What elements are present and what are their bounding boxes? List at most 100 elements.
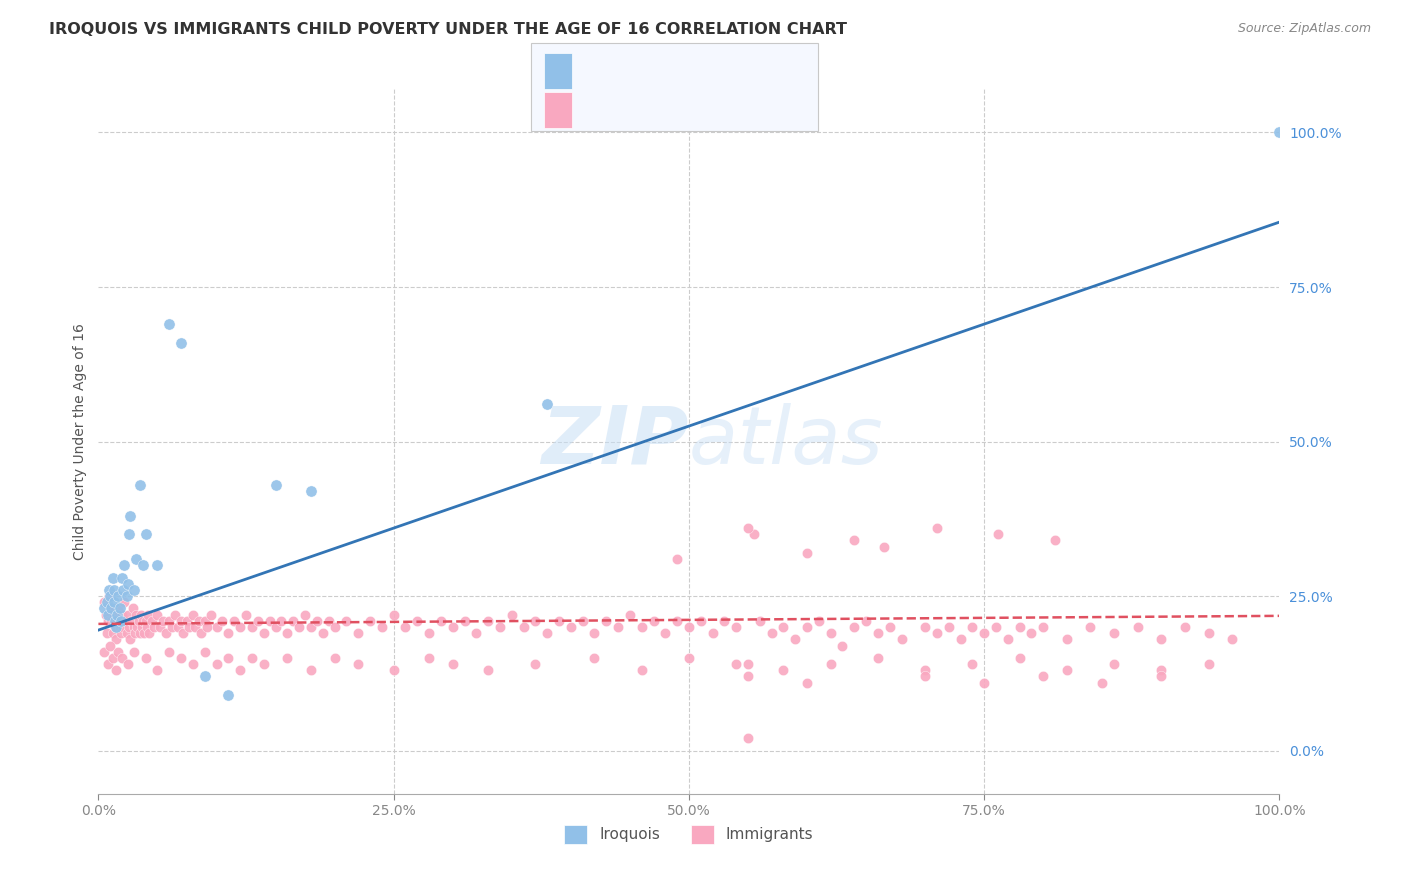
- Point: [112, 558, 135, 573]
- Text: ZIP: ZIP: [541, 402, 689, 481]
- Point: [157, 645, 180, 659]
- Point: [170, 651, 193, 665]
- Point: [288, 620, 311, 634]
- Point: [820, 626, 842, 640]
- Text: atlas: atlas: [689, 402, 884, 481]
- Point: [925, 626, 948, 640]
- Point: [97, 607, 120, 622]
- Point: [115, 626, 138, 640]
- Point: [962, 620, 984, 634]
- Point: [984, 620, 1007, 634]
- Point: [1008, 620, 1031, 634]
- Point: [299, 620, 322, 634]
- Point: [831, 639, 853, 653]
- Point: [973, 675, 995, 690]
- Point: [179, 620, 201, 634]
- Point: [524, 614, 547, 628]
- Point: [134, 626, 156, 640]
- Point: [132, 614, 155, 628]
- Point: [820, 657, 842, 671]
- Point: [737, 657, 759, 671]
- Point: [194, 669, 217, 683]
- Point: [785, 632, 807, 647]
- Point: [844, 620, 866, 634]
- Point: [536, 397, 558, 411]
- Point: [318, 614, 340, 628]
- Legend: Iroquois, Immigrants: Iroquois, Immigrants: [558, 819, 820, 850]
- Point: [607, 620, 630, 634]
- Point: [548, 614, 571, 628]
- Point: [170, 614, 193, 628]
- Point: [235, 607, 257, 622]
- Point: [108, 601, 131, 615]
- Point: [264, 478, 287, 492]
- Point: [131, 620, 153, 634]
- Point: [359, 614, 381, 628]
- Point: [737, 731, 759, 746]
- Point: [155, 626, 177, 640]
- Point: [406, 614, 429, 628]
- Point: [418, 626, 440, 640]
- Point: [1198, 626, 1220, 640]
- Point: [371, 620, 394, 634]
- Point: [96, 595, 118, 609]
- Point: [477, 663, 499, 677]
- Point: [1102, 657, 1125, 671]
- Point: [240, 620, 263, 634]
- Point: [938, 620, 960, 634]
- Point: [879, 620, 901, 634]
- Point: [796, 675, 818, 690]
- Point: [772, 663, 794, 677]
- Point: [107, 589, 129, 603]
- Point: [489, 620, 512, 634]
- Point: [441, 620, 464, 634]
- Point: [866, 626, 889, 640]
- Point: [761, 626, 783, 640]
- Point: [122, 645, 145, 659]
- Point: [93, 601, 115, 615]
- Point: [181, 657, 204, 671]
- Point: [108, 620, 131, 634]
- Point: [299, 483, 322, 498]
- Text: 0.678: 0.678: [624, 65, 668, 78]
- Point: [111, 570, 134, 584]
- Point: [103, 595, 125, 609]
- Point: [465, 626, 488, 640]
- Point: [105, 614, 128, 628]
- Point: [217, 651, 239, 665]
- Point: [925, 521, 948, 535]
- Point: [110, 614, 132, 628]
- Point: [120, 508, 142, 523]
- Point: [453, 614, 475, 628]
- Point: [1268, 126, 1291, 140]
- Point: [190, 626, 212, 640]
- Point: [117, 657, 139, 671]
- Point: [949, 632, 972, 647]
- Point: [100, 614, 122, 628]
- Point: [146, 607, 169, 622]
- Point: [962, 657, 984, 671]
- Point: [135, 651, 157, 665]
- Point: [264, 620, 287, 634]
- Point: [195, 620, 218, 634]
- Point: [253, 626, 276, 640]
- Point: [229, 663, 252, 677]
- Point: [323, 651, 346, 665]
- Point: [240, 651, 263, 665]
- Point: [1008, 651, 1031, 665]
- Text: N =: N =: [683, 65, 714, 78]
- Point: [689, 614, 711, 628]
- Point: [107, 645, 129, 659]
- Point: [229, 620, 252, 634]
- Text: 36: 36: [723, 65, 742, 78]
- Point: [283, 614, 305, 628]
- Point: [678, 620, 700, 634]
- Point: [873, 540, 896, 554]
- Point: [100, 601, 122, 615]
- Point: [136, 607, 159, 622]
- Point: [217, 688, 239, 702]
- Point: [844, 533, 866, 548]
- Point: [737, 669, 759, 683]
- Point: [477, 614, 499, 628]
- Point: [205, 657, 228, 671]
